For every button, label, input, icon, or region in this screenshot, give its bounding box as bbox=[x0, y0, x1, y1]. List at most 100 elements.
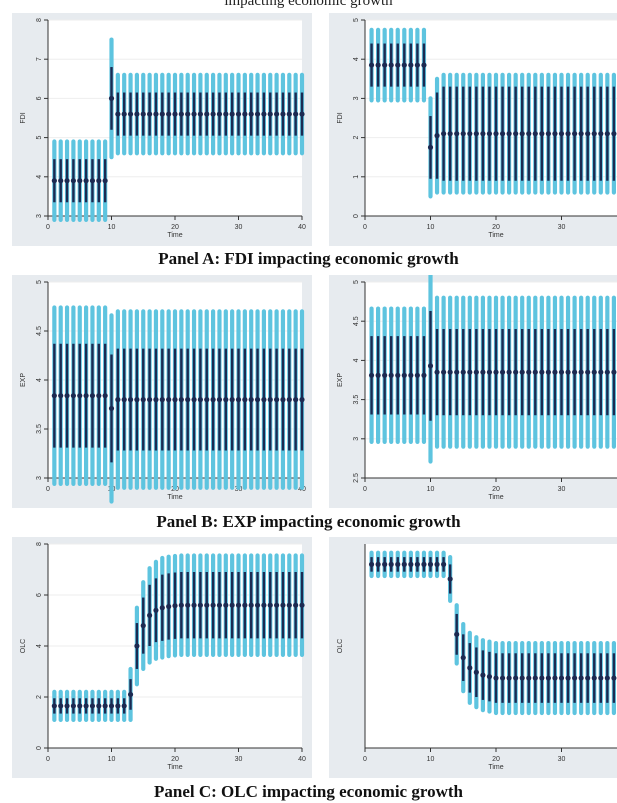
data-point bbox=[96, 703, 102, 709]
y-tick-label: 6 bbox=[36, 96, 43, 100]
data-point bbox=[159, 605, 165, 611]
y-tick-label: 4 bbox=[353, 358, 360, 362]
data-point bbox=[532, 675, 538, 681]
data-point bbox=[388, 561, 394, 567]
data-point bbox=[408, 372, 414, 378]
data-point bbox=[545, 369, 551, 375]
data-point bbox=[578, 131, 584, 137]
data-point bbox=[204, 602, 210, 608]
data-point bbox=[460, 131, 466, 137]
x-tick-label: 40 bbox=[298, 224, 306, 231]
data-point bbox=[506, 675, 512, 681]
data-point bbox=[280, 397, 286, 403]
data-point bbox=[558, 131, 565, 137]
data-point bbox=[185, 111, 191, 117]
data-point bbox=[147, 612, 153, 618]
data-point bbox=[526, 369, 532, 375]
data-point bbox=[434, 133, 440, 139]
data-point bbox=[434, 369, 440, 375]
y-axis-title: OLC bbox=[20, 639, 27, 653]
data-point bbox=[223, 111, 229, 117]
data-point bbox=[552, 369, 558, 375]
data-point bbox=[248, 111, 254, 117]
data-point bbox=[299, 111, 305, 117]
y-tick-label: 6 bbox=[36, 593, 43, 597]
data-point bbox=[108, 405, 115, 412]
data-point bbox=[197, 602, 203, 608]
data-point bbox=[121, 703, 127, 709]
data-point bbox=[519, 131, 525, 137]
y-tick-label: 8 bbox=[36, 18, 43, 22]
data-point bbox=[532, 131, 538, 137]
data-point bbox=[572, 675, 578, 681]
data-point bbox=[506, 131, 512, 137]
x-tick-label: 0 bbox=[363, 224, 367, 231]
data-point bbox=[427, 561, 434, 567]
data-point bbox=[254, 397, 261, 403]
data-point bbox=[102, 703, 108, 709]
y-tick-label: 8 bbox=[36, 542, 43, 546]
data-point bbox=[421, 62, 427, 68]
data-point bbox=[486, 131, 493, 137]
data-point bbox=[591, 131, 597, 137]
data-point bbox=[274, 397, 280, 403]
data-point bbox=[178, 111, 184, 117]
y-tick-label: 3.5 bbox=[353, 395, 360, 405]
x-axis-title: Time bbox=[167, 764, 182, 771]
data-point bbox=[261, 602, 267, 608]
data-point bbox=[408, 62, 414, 68]
y-tick-label: 7 bbox=[36, 57, 43, 61]
panel-c-caption: Panel C: OLC impacting economic growth bbox=[154, 782, 463, 801]
data-point bbox=[58, 178, 64, 184]
header-text: impacting economic growth bbox=[224, 0, 393, 9]
data-point bbox=[441, 369, 447, 375]
data-point bbox=[368, 372, 375, 378]
data-point bbox=[395, 561, 401, 567]
data-point bbox=[539, 675, 545, 681]
data-point bbox=[539, 369, 545, 375]
chart-panel-c-left: 0 10 20 30 40 0 2 4 6 8 Time OLC bbox=[12, 537, 312, 778]
data-point bbox=[395, 372, 401, 378]
data-point bbox=[286, 602, 292, 608]
data-point bbox=[121, 397, 127, 403]
data-point bbox=[460, 655, 466, 661]
y-tick-label: 0 bbox=[353, 214, 360, 218]
data-point bbox=[454, 369, 460, 375]
x-tick-label: 30 bbox=[558, 486, 566, 493]
y-tick-label: 3 bbox=[353, 437, 360, 441]
data-point bbox=[274, 602, 280, 608]
data-point bbox=[77, 393, 83, 399]
data-point bbox=[293, 602, 299, 608]
data-point bbox=[401, 561, 407, 567]
chart-svg: 0 10 20 30 40 0 2 4 6 8 Time OLC bbox=[20, 542, 306, 771]
data-point bbox=[545, 131, 551, 137]
data-point bbox=[598, 369, 604, 375]
data-point bbox=[235, 602, 242, 608]
data-point bbox=[134, 643, 140, 649]
data-point bbox=[552, 675, 558, 681]
data-point bbox=[447, 369, 453, 375]
data-point bbox=[64, 703, 70, 709]
x-tick-label: 30 bbox=[235, 756, 243, 763]
data-point bbox=[58, 703, 64, 709]
data-point bbox=[591, 369, 597, 375]
x-tick-label: 10 bbox=[427, 756, 435, 763]
data-point bbox=[166, 111, 172, 117]
data-point bbox=[558, 675, 565, 681]
data-point bbox=[454, 131, 460, 137]
data-point bbox=[153, 111, 159, 117]
data-point bbox=[96, 178, 102, 184]
data-point bbox=[604, 369, 610, 375]
data-point bbox=[611, 675, 617, 681]
chart-svg: 0 10 20 30 40 3 4 5 6 7 8 Time FDI bbox=[20, 18, 306, 239]
data-point bbox=[242, 397, 248, 403]
data-point bbox=[604, 131, 610, 137]
data-point bbox=[248, 602, 254, 608]
data-point bbox=[83, 393, 89, 399]
data-point bbox=[513, 675, 519, 681]
data-point bbox=[210, 397, 216, 403]
data-point bbox=[140, 111, 146, 117]
chart-svg: 010203040012345TimeFDI bbox=[337, 18, 617, 239]
data-point bbox=[545, 675, 551, 681]
